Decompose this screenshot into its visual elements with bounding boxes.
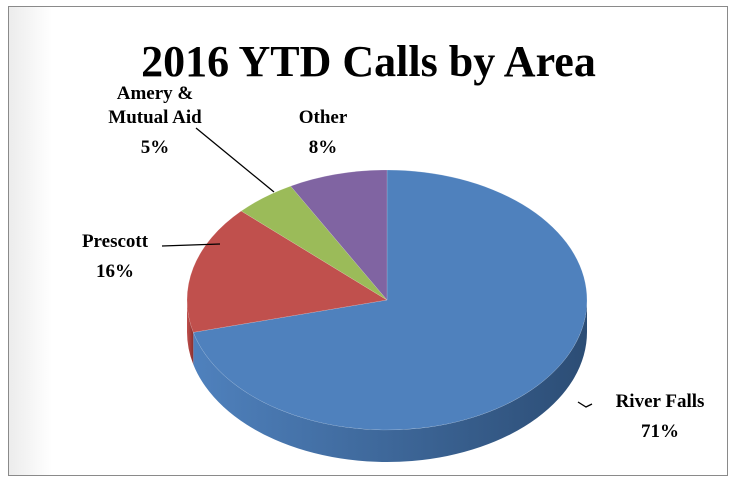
leader-line <box>195 127 275 193</box>
slice <box>186 210 388 333</box>
slice <box>240 185 388 301</box>
slice-label: Amery & Mutual Aid <box>108 83 202 128</box>
slice-value-label: 8% <box>308 137 338 158</box>
slice-value-label: 5% <box>140 137 170 158</box>
slice-value-label: 16% <box>96 261 134 282</box>
slice-side <box>193 300 587 462</box>
slice-label: Other <box>298 107 348 128</box>
slice-value-label: 71% <box>641 421 679 442</box>
slice-label: River Falls <box>615 391 705 412</box>
leader-line <box>161 243 221 247</box>
chart-title: 2016 YTD Calls by Area <box>141 37 596 86</box>
slice <box>192 169 588 431</box>
leader-line <box>577 401 593 408</box>
slice-side <box>187 300 194 365</box>
slice-label: Prescott <box>81 231 149 252</box>
slice <box>290 169 388 301</box>
